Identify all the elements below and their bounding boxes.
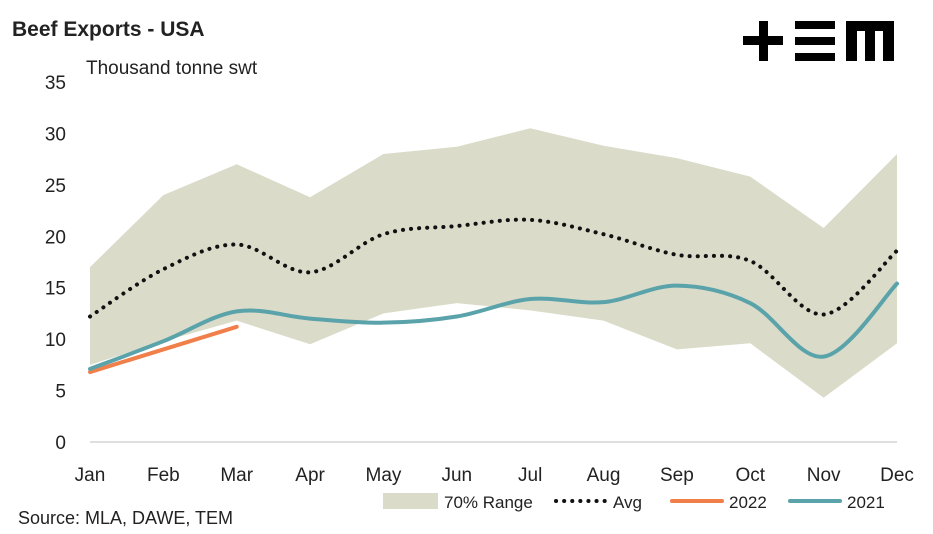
series-line-2021 xyxy=(88,281,899,371)
legend-label-2021: 2021 xyxy=(847,493,885,512)
chart-title: Beef Exports - USA xyxy=(12,18,205,41)
x-tick-label: Jan xyxy=(75,465,106,486)
y-tick-label: 5 xyxy=(55,382,66,403)
x-tick-label: Mar xyxy=(220,465,253,486)
series-line-2022 xyxy=(88,324,239,375)
legend-label-2022: 2022 xyxy=(729,493,767,512)
y-tick-label: 35 xyxy=(45,73,66,94)
x-tick-label: Apr xyxy=(295,465,325,486)
x-tick-label: Feb xyxy=(147,465,180,486)
tem-logo xyxy=(743,21,894,61)
y-tick-label: 10 xyxy=(45,330,66,351)
source-note: Source: MLA, DAWE, TEM xyxy=(18,508,233,528)
legend-label-avg: Avg xyxy=(613,493,642,512)
y-tick-label: 25 xyxy=(45,176,66,197)
x-tick-label: Dec xyxy=(880,465,914,486)
series-line-avg xyxy=(88,217,899,319)
y-tick-label: 30 xyxy=(45,124,66,145)
x-tick-label: Sep xyxy=(660,465,694,486)
range-band xyxy=(90,128,897,398)
x-tick-label: Oct xyxy=(735,465,765,486)
x-tick-label: May xyxy=(366,465,402,486)
y-tick-label: 0 xyxy=(55,433,66,454)
x-tick-label: Aug xyxy=(587,465,621,486)
legend-label-range: 70% Range xyxy=(444,493,533,512)
y-tick-label: 20 xyxy=(45,227,66,248)
y-tick-label: 15 xyxy=(45,279,66,300)
legend-swatch-range xyxy=(383,493,438,509)
x-tick-label: Nov xyxy=(807,465,841,486)
x-tick-label: Jul xyxy=(518,465,542,486)
y-axis-label: Thousand tonne swt xyxy=(86,58,258,79)
x-tick-label: Jun xyxy=(441,465,472,486)
